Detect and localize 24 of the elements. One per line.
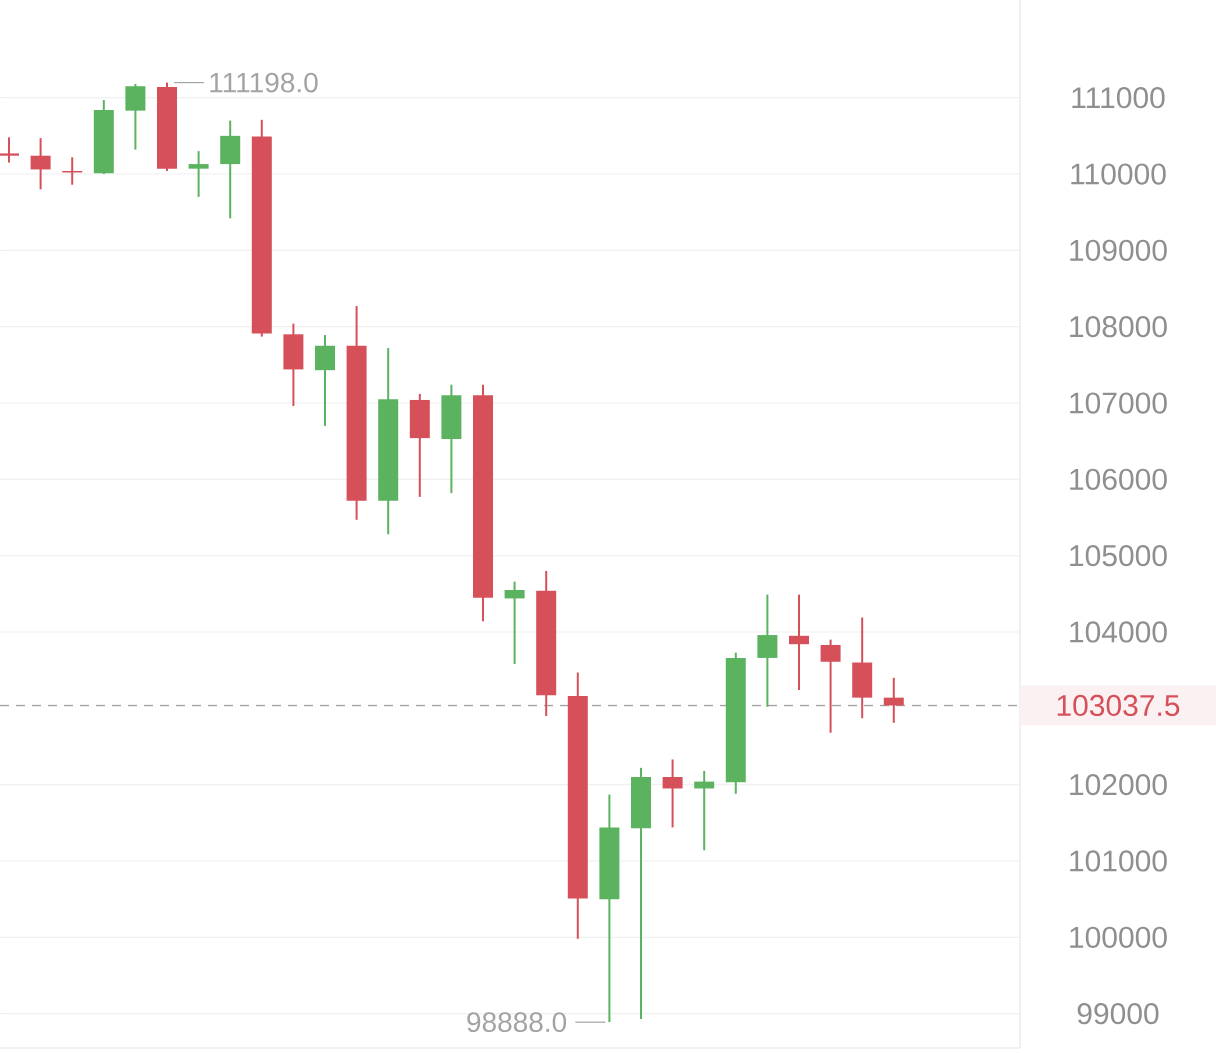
candlestick bbox=[188, 150, 209, 198]
annotation: 111198.0 bbox=[210, 72, 318, 93]
candlestick bbox=[662, 758, 683, 829]
candlestick bbox=[504, 580, 525, 666]
ref-line-label: 103037.5 bbox=[1057, 694, 1180, 717]
y-tick-label: 111000 bbox=[1072, 87, 1165, 109]
candlestick bbox=[820, 638, 841, 734]
y-tick-label: 109000 bbox=[1070, 239, 1167, 261]
y-tick-label: 110000 bbox=[1071, 163, 1166, 185]
candlestick bbox=[30, 137, 51, 191]
y-tick-label: 102000 bbox=[1070, 774, 1167, 796]
y-tick-label: 106000 bbox=[1070, 468, 1167, 490]
y-tick-label: 105000 bbox=[1070, 545, 1167, 567]
y-tick-label: 101000 bbox=[1070, 850, 1167, 872]
y-tick-label: 108000 bbox=[1070, 316, 1167, 338]
y-tick-label: 104000 bbox=[1070, 621, 1167, 643]
annotation: 98888.0 bbox=[467, 1012, 567, 1033]
y-tick-label: 100000 bbox=[1070, 926, 1167, 948]
candlestick bbox=[757, 593, 778, 708]
candlestick bbox=[788, 593, 809, 691]
y-tick-label: 107000 bbox=[1070, 392, 1167, 414]
candlestick bbox=[0, 136, 20, 164]
candlestick bbox=[883, 676, 904, 724]
y-tick-label: 99000 bbox=[1077, 1003, 1159, 1025]
